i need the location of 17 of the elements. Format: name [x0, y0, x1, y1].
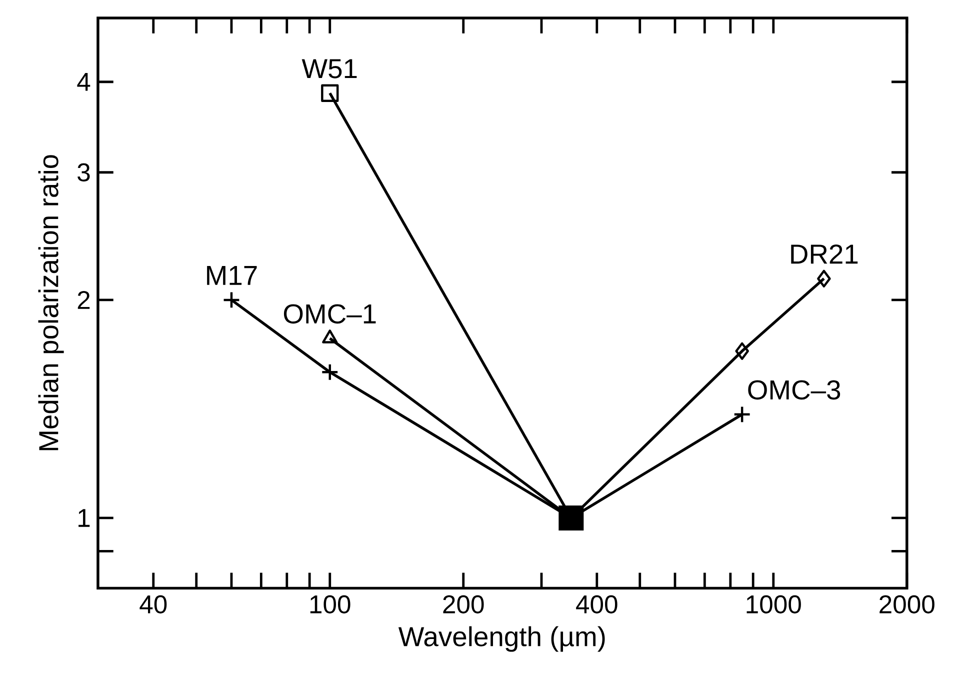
series-label: OMC–1 — [284, 304, 376, 324]
y-tick-label: 2 — [78, 290, 90, 309]
x-tick-label: 2000 — [880, 595, 934, 614]
x-tick-label: 100 — [310, 595, 350, 614]
series-label: M17 — [207, 266, 257, 285]
y-axis-title: Median polarization ratio — [38, 154, 64, 450]
y-tick-label: 4 — [77, 72, 90, 91]
y-tick-label: 1 — [78, 508, 90, 527]
x-tick-label: 40 — [140, 595, 167, 614]
y-tick-label: 3 — [78, 163, 90, 182]
series-label: DR21 — [791, 244, 858, 264]
series-label: OMC–3 — [748, 380, 840, 400]
x-axis-title: Wavelength (µm) — [398, 626, 605, 652]
x-tick-label: 1000 — [746, 595, 801, 614]
x-tick-label: 200 — [443, 595, 484, 614]
legend-label: W51 — [302, 59, 357, 78]
x-tick-label: 400 — [576, 595, 618, 614]
